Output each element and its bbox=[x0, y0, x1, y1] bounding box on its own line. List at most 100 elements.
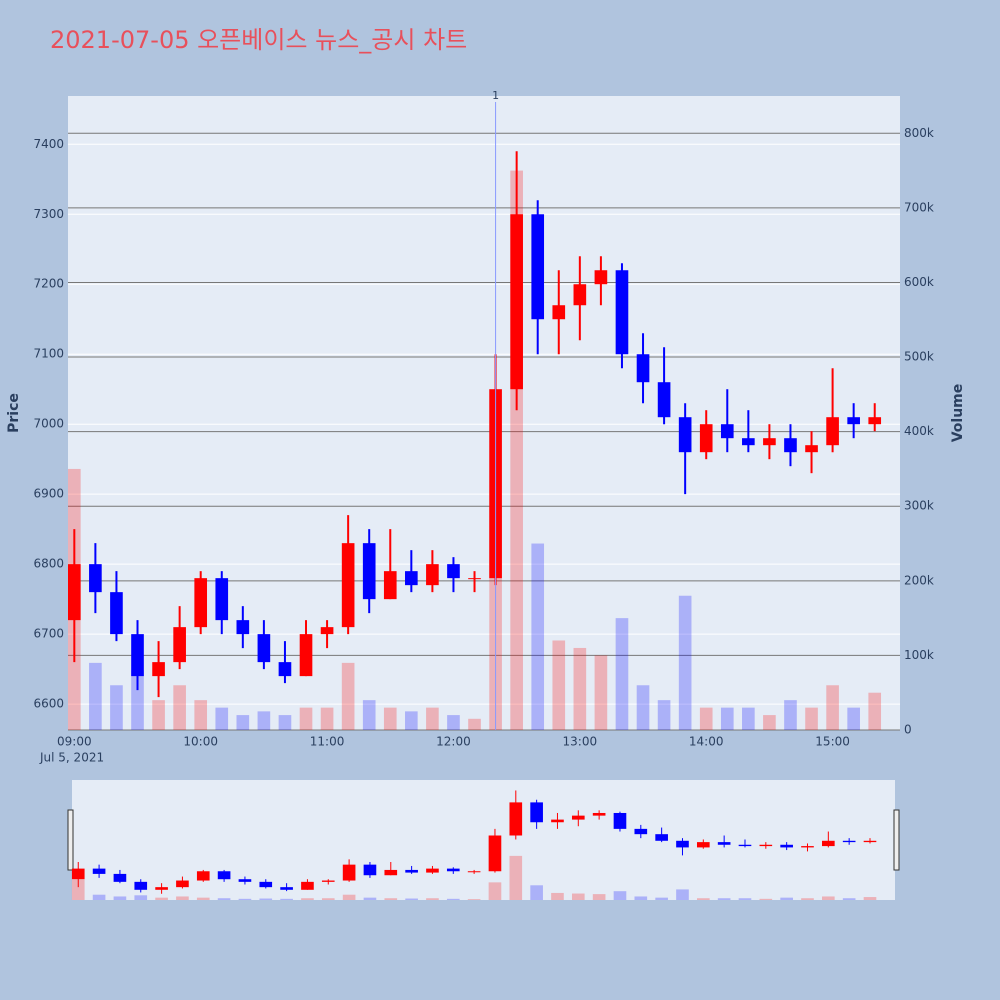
candle-body bbox=[592, 812, 606, 816]
y-tick-label: 7300 bbox=[33, 207, 64, 221]
plot-area bbox=[68, 96, 900, 730]
volume-bar bbox=[826, 685, 839, 730]
candle-body bbox=[805, 445, 818, 453]
volume-bar bbox=[552, 640, 566, 730]
candle-body bbox=[488, 835, 502, 872]
candle-body bbox=[634, 828, 648, 835]
candle-body bbox=[780, 844, 793, 848]
candle-body bbox=[89, 564, 102, 593]
volume-bar bbox=[383, 707, 397, 730]
candle-body bbox=[678, 417, 692, 453]
candle-body bbox=[676, 840, 689, 848]
volume-bar bbox=[571, 893, 585, 900]
candle-body bbox=[615, 270, 629, 355]
volume-bar bbox=[847, 707, 860, 730]
candle-body bbox=[446, 868, 460, 872]
volume-bar bbox=[321, 898, 335, 900]
volume-bar bbox=[176, 896, 189, 900]
y-axis-title: Price bbox=[6, 393, 22, 433]
candle-body bbox=[217, 871, 231, 880]
candle-body bbox=[531, 214, 545, 320]
chart-title: 2021-07-05 오픈베이스 뉴스_공시 차트 bbox=[50, 26, 467, 54]
candle-body bbox=[467, 871, 481, 873]
y-tick-label: 7100 bbox=[33, 347, 64, 361]
volume-bar bbox=[676, 889, 689, 900]
candle-body bbox=[299, 634, 313, 677]
candle-body bbox=[863, 840, 877, 843]
volume-bar bbox=[363, 897, 377, 900]
candle-body bbox=[384, 869, 398, 876]
volume-bar bbox=[699, 707, 713, 730]
volume-bar bbox=[720, 707, 734, 730]
range-handle[interactable] bbox=[893, 809, 900, 871]
volume-bar bbox=[742, 707, 755, 730]
volume-bar bbox=[301, 898, 314, 900]
volume-bar bbox=[759, 898, 773, 900]
volume-bar bbox=[594, 655, 608, 730]
volume-bar bbox=[551, 892, 564, 900]
volume-bar bbox=[71, 879, 85, 900]
x-tick-label: 14:00 bbox=[689, 735, 724, 749]
volume-bar bbox=[468, 718, 481, 730]
candle-body bbox=[655, 834, 668, 841]
volume-bar bbox=[655, 897, 668, 900]
volume-bar bbox=[530, 885, 543, 900]
y2-tick-label: 400k bbox=[904, 424, 934, 438]
candle-body bbox=[842, 840, 856, 843]
candle-body bbox=[113, 873, 127, 882]
candle-body bbox=[215, 578, 229, 621]
volume-bar bbox=[89, 662, 102, 730]
volume-bar bbox=[801, 898, 814, 900]
candle-body bbox=[341, 543, 355, 628]
volume-bar bbox=[509, 855, 523, 900]
range-handle[interactable] bbox=[67, 809, 74, 871]
candle-body bbox=[236, 620, 250, 635]
volume-bar bbox=[657, 700, 671, 730]
candle-body bbox=[110, 592, 123, 635]
volume-bar bbox=[173, 685, 186, 730]
candle-body bbox=[342, 864, 356, 881]
candle-body bbox=[405, 571, 418, 586]
candle-body bbox=[720, 424, 734, 439]
volume-bar bbox=[780, 897, 793, 900]
candle-body bbox=[696, 842, 710, 848]
range-slider[interactable] bbox=[72, 780, 895, 900]
y-tick-label: 7400 bbox=[33, 137, 64, 151]
candle-body bbox=[594, 270, 608, 285]
y2-tick-label: 0 bbox=[904, 723, 912, 737]
volume-bar bbox=[259, 898, 273, 900]
volume-bar bbox=[320, 707, 334, 730]
candle-body bbox=[530, 802, 543, 823]
candle-body bbox=[826, 417, 839, 446]
x-tick-label: 09:00 bbox=[57, 735, 92, 749]
volume-bar bbox=[362, 700, 376, 730]
volume-bar bbox=[868, 692, 882, 730]
volume-bar bbox=[636, 685, 650, 730]
y-tick-label: 7000 bbox=[33, 417, 64, 431]
candle-body bbox=[738, 844, 752, 847]
y2-tick-label: 600k bbox=[904, 275, 934, 289]
volume-bar bbox=[822, 896, 835, 900]
candle-body bbox=[468, 578, 481, 580]
candle-body bbox=[613, 812, 627, 829]
candle-body bbox=[573, 284, 587, 306]
candle-body bbox=[509, 802, 523, 836]
y-tick-label: 6800 bbox=[33, 557, 64, 571]
candle-body bbox=[173, 627, 186, 663]
candle-body bbox=[847, 417, 860, 425]
volume-bar bbox=[196, 897, 210, 900]
candle-body bbox=[742, 438, 755, 446]
candle-body bbox=[362, 543, 376, 600]
y-tick-label: 6900 bbox=[33, 487, 64, 501]
x-tick-label: 15:00 bbox=[815, 735, 850, 749]
candle-body bbox=[152, 662, 165, 677]
volume-bar bbox=[426, 707, 439, 730]
candle-body bbox=[699, 424, 713, 453]
volume-bar bbox=[717, 898, 731, 900]
candle-body bbox=[280, 887, 293, 890]
volume-bar bbox=[131, 670, 144, 730]
y2-tick-label: 300k bbox=[904, 499, 934, 513]
volume-bar bbox=[278, 715, 292, 730]
volume-bar bbox=[592, 894, 606, 900]
candle-body bbox=[383, 571, 397, 600]
